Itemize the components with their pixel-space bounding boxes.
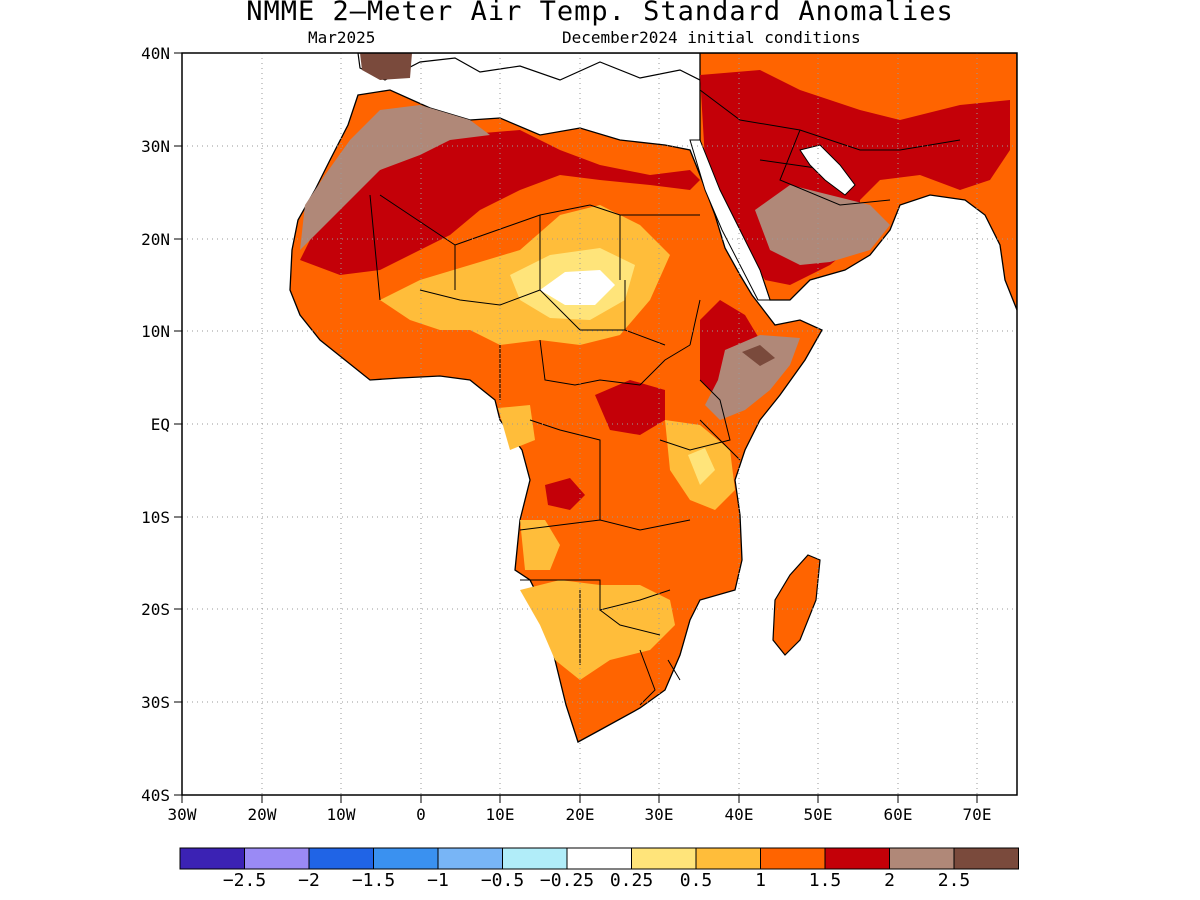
lat-label: 20N (141, 230, 170, 249)
colorbar-label: −1.5 (351, 870, 396, 891)
lon-label: 0 (416, 805, 426, 824)
colorbar-swatch (631, 847, 697, 870)
anomaly-25-arabia (755, 185, 890, 265)
colorbar-swatch (566, 847, 632, 870)
lat-label: 30S (141, 693, 170, 712)
anomaly-025-kenya (688, 448, 715, 485)
lat-label: 30N (141, 137, 170, 156)
lon-label: 30E (645, 805, 674, 824)
colorbar-swatch (179, 847, 245, 870)
lat-labels: 40N 30N 20N 10N EQ 10S 20S 30S 40S (141, 44, 170, 805)
lon-label: 50E (804, 805, 833, 824)
initial-conditions: December2024 initial conditions (562, 28, 861, 47)
anomaly-25-somalia (705, 335, 800, 420)
anomaly-25-ethiopia (742, 345, 775, 366)
lat-label: EQ (151, 415, 170, 434)
colorbar-swatch (760, 847, 826, 870)
lat-label: 40S (141, 786, 170, 805)
colorbar-swatch (244, 847, 310, 870)
map-area (289, 53, 1017, 743)
colorbar-swatch (695, 847, 761, 870)
colorbar-swatch (889, 847, 955, 870)
anomaly-25-morocco (360, 53, 412, 80)
chart-title: NMME 2—Meter Air Temp. Standard Anomalie… (246, 0, 954, 27)
lon-label: 10E (486, 805, 515, 824)
colorbar-label: 1.5 (808, 870, 842, 891)
red-sea (689, 139, 771, 301)
anomaly-025-chad (540, 270, 615, 305)
lat-label: 10N (141, 322, 170, 341)
graticule (182, 53, 1017, 795)
colorbar (179, 847, 1019, 870)
anomaly-1-south (520, 580, 675, 680)
colorbar-label: 1 (755, 870, 766, 891)
colorbar-swatch (308, 847, 374, 870)
lat-label: 20S (141, 600, 170, 619)
lon-label: 10W (327, 805, 356, 824)
colorbar-label: −2.5 (222, 870, 267, 891)
colorbar-label: −1 (427, 870, 449, 891)
anomaly-1-angola (520, 520, 560, 570)
persian-gulf (799, 144, 856, 196)
lon-label: 20E (566, 805, 595, 824)
lon-label: 40E (725, 805, 754, 824)
africa-land (289, 89, 823, 743)
country-borders (369, 89, 961, 706)
colorbar-swatch (373, 847, 439, 870)
anomaly-2-congo (595, 380, 665, 435)
lat-label: 10S (141, 508, 170, 527)
lon-label: 60E (884, 805, 913, 824)
lat-label: 40N (141, 44, 170, 63)
colorbar-label: 0.5 (679, 870, 713, 891)
colorbar-label: 0.25 (609, 870, 654, 891)
lon-label: 20W (248, 805, 277, 824)
colorbar-swatch (824, 847, 890, 870)
colorbar-swatch (437, 847, 503, 870)
colorbar-label: −2 (298, 870, 320, 891)
colorbar-label: 2.5 (937, 870, 971, 891)
tick-marks (174, 52, 978, 803)
colorbar-swatch (502, 847, 568, 870)
madagascar (772, 554, 821, 656)
forecast-month: Mar2025 (308, 28, 376, 47)
colorbar-label: 2 (884, 870, 895, 891)
lon-labels: 30W 20W 10W 0 10E 20E 30E 40E 50E 60E 70… (168, 805, 992, 824)
lon-label: 70E (963, 805, 992, 824)
colorbar-swatch (953, 847, 1019, 870)
lon-label: 30W (168, 805, 197, 824)
anomaly-2-sahara (300, 130, 700, 275)
colorbar-label: −0.5 (480, 870, 525, 891)
anomaly-2-angola (545, 478, 585, 510)
anomaly-1-gabon (498, 405, 535, 450)
anomaly-25-westsahara (300, 105, 490, 250)
colorbar-label: −0.25 (539, 870, 595, 891)
